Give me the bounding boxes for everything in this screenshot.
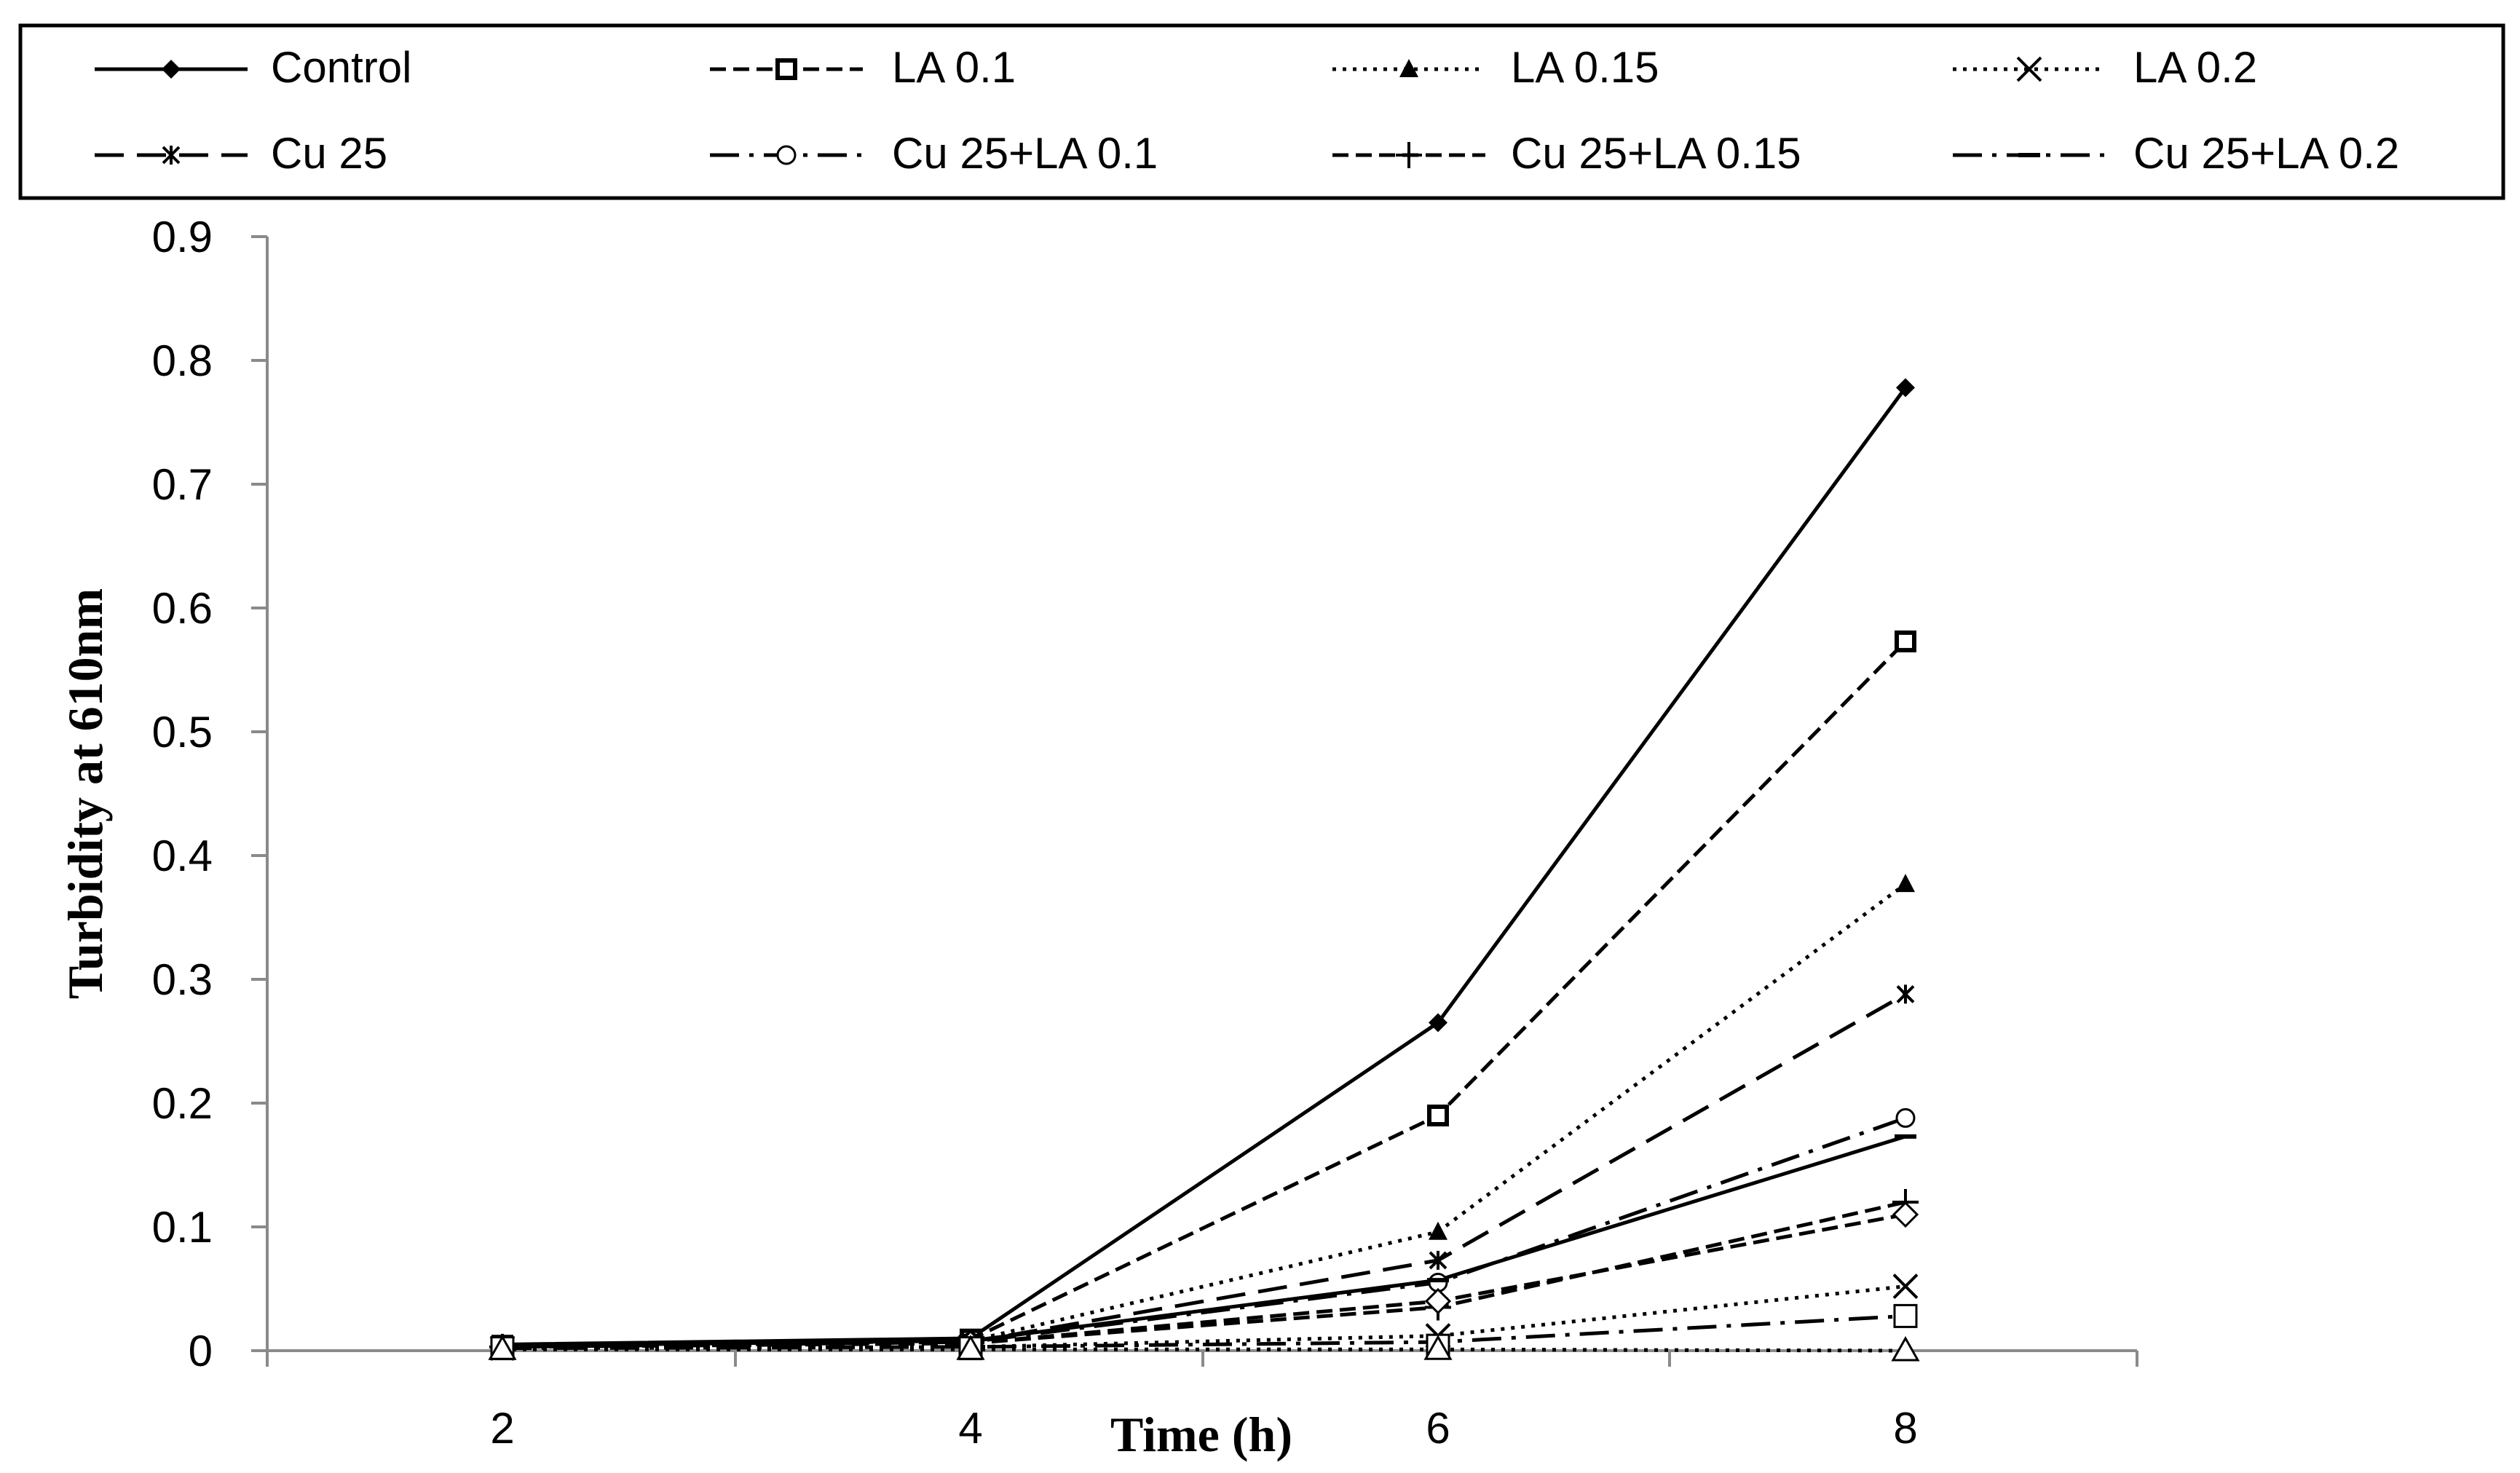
y-tick-label: 0.4 [152,832,213,880]
y-tick-label: 0.7 [152,460,213,509]
marker-shape [1892,1201,1919,1228]
data-point [1896,874,1915,893]
legend-marker [1399,59,1418,77]
data-point [1892,1273,1919,1300]
y-tick-label: 0.3 [152,955,213,1004]
marker-shape [1896,378,1915,398]
data-point [1429,1221,1447,1240]
legend-marker [776,145,797,165]
marker-shape [776,145,797,165]
y-axis-title: Turbidity at 610nm [58,588,113,999]
x-tick-label: 4 [958,1404,982,1453]
legend-item: LA 0.15 [1332,43,1659,92]
series-line-unlabeled-9 [502,1212,1906,1349]
data-point [1429,1250,1447,1270]
series-line-cu-25-la-0-1 [502,1116,1906,1349]
series-line-la-0-2 [502,1284,1906,1351]
marker-shape [956,1335,985,1360]
data-point [956,1335,985,1360]
legend-marker [1396,142,1422,168]
x-tick-label: 8 [1893,1404,1917,1453]
series-line-cu-25-la-0-15 [502,1200,1906,1349]
legend-marker [2016,56,2042,82]
marker-shape [162,146,181,165]
y-tick-label: 0.6 [152,584,213,633]
legend: Control LA 0.1 LA 0.15 LA 0.2 Cu 25 Cu 25+LA … [18,23,2505,200]
y-tick-label: 0.8 [152,336,213,385]
marker-shape [162,60,181,79]
data-point [1892,1201,1919,1228]
legend-item: LA 0.2 [1953,43,2257,92]
x-axis-title: Time (h) [1110,1407,1292,1462]
legend-item: Cu 25+LA 0.15 [1332,129,1801,178]
legend-label: Cu 25+LA 0.2 [2133,129,2399,178]
x-tick-label: 2 [490,1404,514,1453]
y-tick-label: 0 [189,1327,213,1375]
data-point [1896,378,1915,398]
tick-labels: 0 0.1 0.2 0.3 0.4 0.5 0.6 0.7 0.8 0.9 2 4 6 8 [152,213,2138,1453]
y-tick-label: 0.2 [152,1079,213,1128]
data-point [1895,630,1916,652]
y-tick-label: 0.1 [152,1203,213,1252]
legend-label: Cu 25 [271,129,387,178]
legend-item: Control [95,43,411,92]
marker-shape [1429,1221,1447,1240]
legend-label: Cu 25+LA 0.15 [1511,129,1801,178]
legend-item: Cu 25 [95,129,387,178]
marker-shape [775,58,797,80]
legend-box [18,23,2505,200]
y-tick-label: 0.5 [152,708,213,757]
data-point [1891,1335,1920,1362]
data-point [1424,1287,1452,1315]
legend-label: Control [271,43,411,92]
marker-shape [1427,1105,1449,1126]
x-tick-label: 6 [1426,1404,1450,1453]
legend-label: LA 0.2 [2133,43,2257,92]
marker-shape [2016,56,2042,82]
marker-shape [1424,1287,1452,1315]
series-line-la-0-1 [502,640,1907,1348]
data-point [1893,1303,1918,1328]
marker-shape [1399,59,1418,77]
marker-shape [1892,1273,1919,1300]
legend-label: LA 0.15 [1511,43,1659,92]
legend-item: LA 0.1 [710,43,1016,92]
legend-item: Cu 25+LA 0.1 [710,129,1158,178]
marker-shape [1891,1335,1920,1362]
data-point [1896,984,1915,1004]
legend-label: Cu 25+LA 0.1 [892,129,1158,178]
marker-shape [1429,1250,1447,1270]
legend-item: Cu 25+LA 0.2 [1953,129,2399,178]
marker-shape [1896,984,1915,1004]
marker-shape [1396,142,1422,168]
marker-shape [1895,630,1916,652]
marker-shape [488,1335,517,1360]
series-markers [488,378,1920,1362]
legend-marker [775,58,797,80]
marker-shape [1893,1303,1918,1328]
marker-shape [1896,874,1915,893]
series-line-unlabeled-8 [502,1134,1906,1348]
series-line-cu-25-la-0-2 [502,1314,1906,1351]
data-point [488,1335,517,1360]
legend-marker [162,60,181,79]
data-point [1427,1105,1449,1126]
marker-shape [1429,1013,1447,1032]
data-point [1429,1013,1447,1032]
legend-marker [162,146,181,165]
data-point [1895,1107,1916,1128]
marker-shape [1423,1335,1453,1360]
series-line-cu-25 [502,992,1907,1349]
data-point [1423,1335,1453,1360]
series-lines [502,386,1908,1353]
y-tick-label: 0.9 [152,213,213,261]
marker-shape [1895,1107,1916,1128]
legend-label: LA 0.1 [892,43,1016,92]
